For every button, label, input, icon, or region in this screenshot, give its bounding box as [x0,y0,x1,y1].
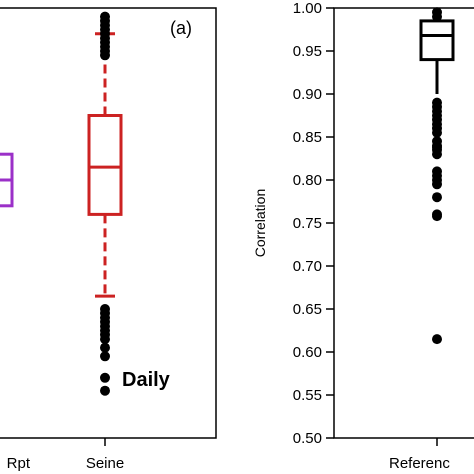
left-box-seine-outlier-19 [100,351,110,362]
left-panel-frame [0,7,217,439]
right-box-referenc-outlier-9 [432,127,442,138]
left-box-seine-box [87,114,123,216]
left-box-seine-outlier-18 [100,342,110,353]
right-box-referenc-outlier-19 [432,192,442,203]
right-xlabel-referenc: Referenc [389,455,450,472]
y-axis-title: Correlation [252,189,268,257]
right-box-referenc-outlier-14 [432,149,442,160]
left-box-seine-outlier-20 [100,372,110,383]
ytick-label-0.70: 0.70 [293,258,322,275]
left-box-seine-outlier-17 [100,334,110,345]
right-panel-frame [333,7,474,439]
ytick-label-0.75: 0.75 [293,215,322,232]
ytick-label-0.65: 0.65 [293,301,322,318]
ytick-label-0.95: 0.95 [293,43,322,60]
right-box-referenc-box [419,19,455,62]
ytick-label-1.00: 1.00 [293,0,322,17]
right-box-referenc-outlier-22 [432,334,442,345]
ytick-label-0.80: 0.80 [293,172,322,189]
left-xlabel-seine: Seine [86,455,124,472]
ytick-label-0.50: 0.50 [293,430,322,447]
ytick-label-0.60: 0.60 [293,344,322,361]
right-box-referenc-outlier-21 [432,211,442,222]
right-box-referenc-outlier-1 [432,11,442,22]
panel-tag: (a) [170,18,192,38]
ytick-label-0.85: 0.85 [293,129,322,146]
left-xlabel-rpt: Rpt [7,455,31,472]
left-box-seine-outlier-21 [100,385,110,396]
ytick-label-0.55: 0.55 [293,387,322,404]
left-box-seine-outlier-9 [100,50,110,61]
right-box-referenc-outlier-18 [432,179,442,190]
ytick-label-0.90: 0.90 [293,86,322,103]
daily-annotation: Daily [122,369,171,391]
